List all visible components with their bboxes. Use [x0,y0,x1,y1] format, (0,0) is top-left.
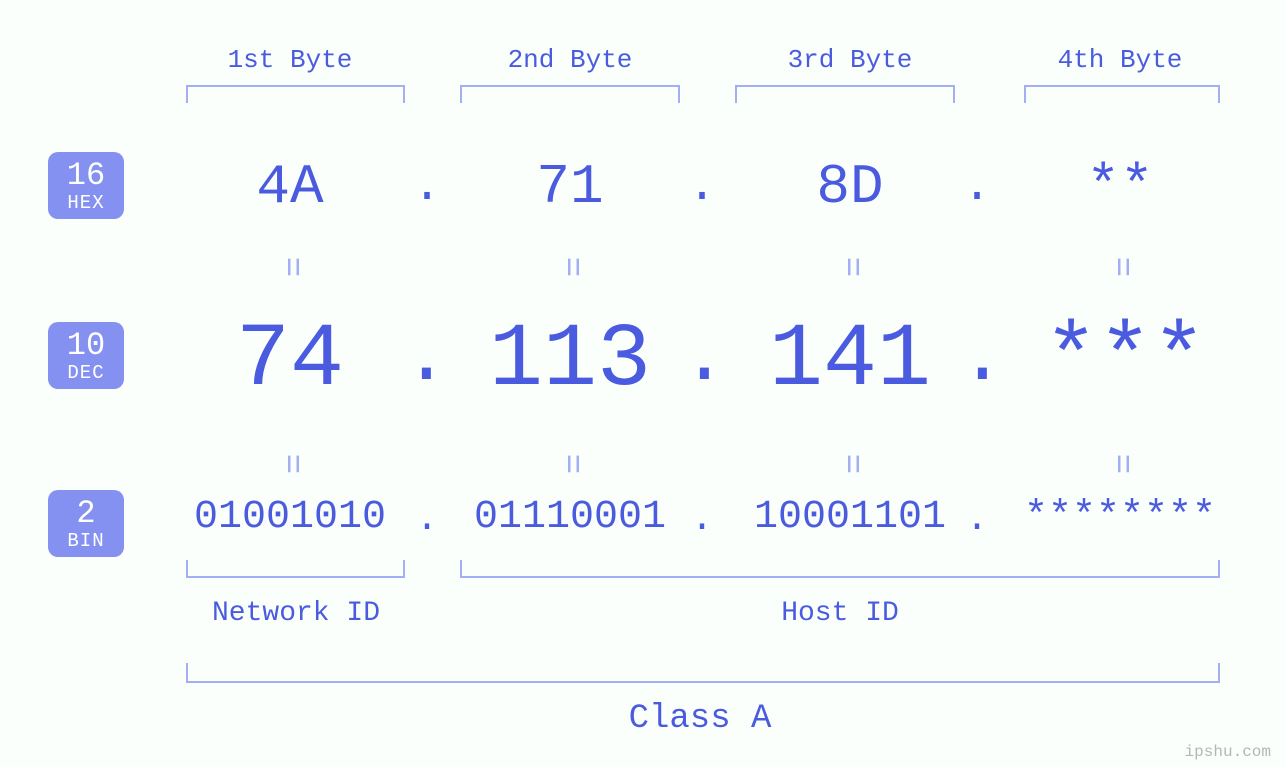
dec-byte-2: 113 [460,310,680,412]
badge-hex: 16 HEX [48,152,124,219]
badge-bin: 2 BIN [48,490,124,557]
bin-dot-1: . [415,498,439,541]
hex-dot-2: . [687,160,717,214]
badge-dec-units: DEC [48,364,124,383]
badge-dec-number: 10 [48,330,124,362]
badge-bin-units: BIN [48,532,124,551]
bin-dot-2: . [690,498,714,541]
bracket-class [186,663,1220,683]
eq-2-2: = [551,454,589,474]
dec-byte-1: 74 [200,310,380,412]
badge-bin-number: 2 [48,498,124,530]
bracket-host-id [460,560,1220,578]
watermark: ipshu.com [1185,743,1271,761]
badge-dec: 10 DEC [48,322,124,389]
eq-2-4: = [1101,454,1139,474]
bin-dot-3: . [965,498,989,541]
top-bracket-1 [186,85,405,103]
eq-1-4: = [1101,257,1139,277]
label-class: Class A [610,700,790,738]
eq-1-3: = [831,257,869,277]
label-host-id: Host ID [760,598,920,629]
dec-dot-3: . [959,315,1001,403]
col-header-4: 4th Byte [1050,45,1190,75]
bracket-network-id [186,560,405,578]
dec-byte-4: *** [1020,310,1230,412]
bin-byte-1: 01001010 [170,495,410,540]
eq-2-3: = [831,454,869,474]
ip-bases-diagram: 1st Byte 2nd Byte 3rd Byte 4th Byte 16 H… [0,0,1285,767]
eq-1-2: = [551,257,589,277]
top-bracket-4 [1024,85,1220,103]
bin-byte-2: 01110001 [450,495,690,540]
hex-dot-3: . [962,160,992,214]
dec-byte-3: 141 [740,310,960,412]
top-bracket-3 [735,85,955,103]
eq-2-1: = [271,454,309,474]
hex-dot-1: . [412,160,442,214]
hex-byte-4: ** [1060,155,1180,219]
dec-dot-1: . [403,315,445,403]
bin-byte-3: 10001101 [730,495,970,540]
label-network-id: Network ID [206,598,386,629]
col-header-3: 3rd Byte [780,45,920,75]
col-header-1: 1st Byte [220,45,360,75]
hex-byte-3: 8D [790,155,910,219]
top-bracket-2 [460,85,680,103]
col-header-2: 2nd Byte [500,45,640,75]
dec-dot-2: . [681,315,723,403]
bin-byte-4: ******** [1000,495,1240,540]
hex-byte-1: 4A [230,155,350,219]
eq-1-1: = [271,257,309,277]
hex-byte-2: 71 [510,155,630,219]
badge-hex-number: 16 [48,160,124,192]
badge-hex-units: HEX [48,194,124,213]
